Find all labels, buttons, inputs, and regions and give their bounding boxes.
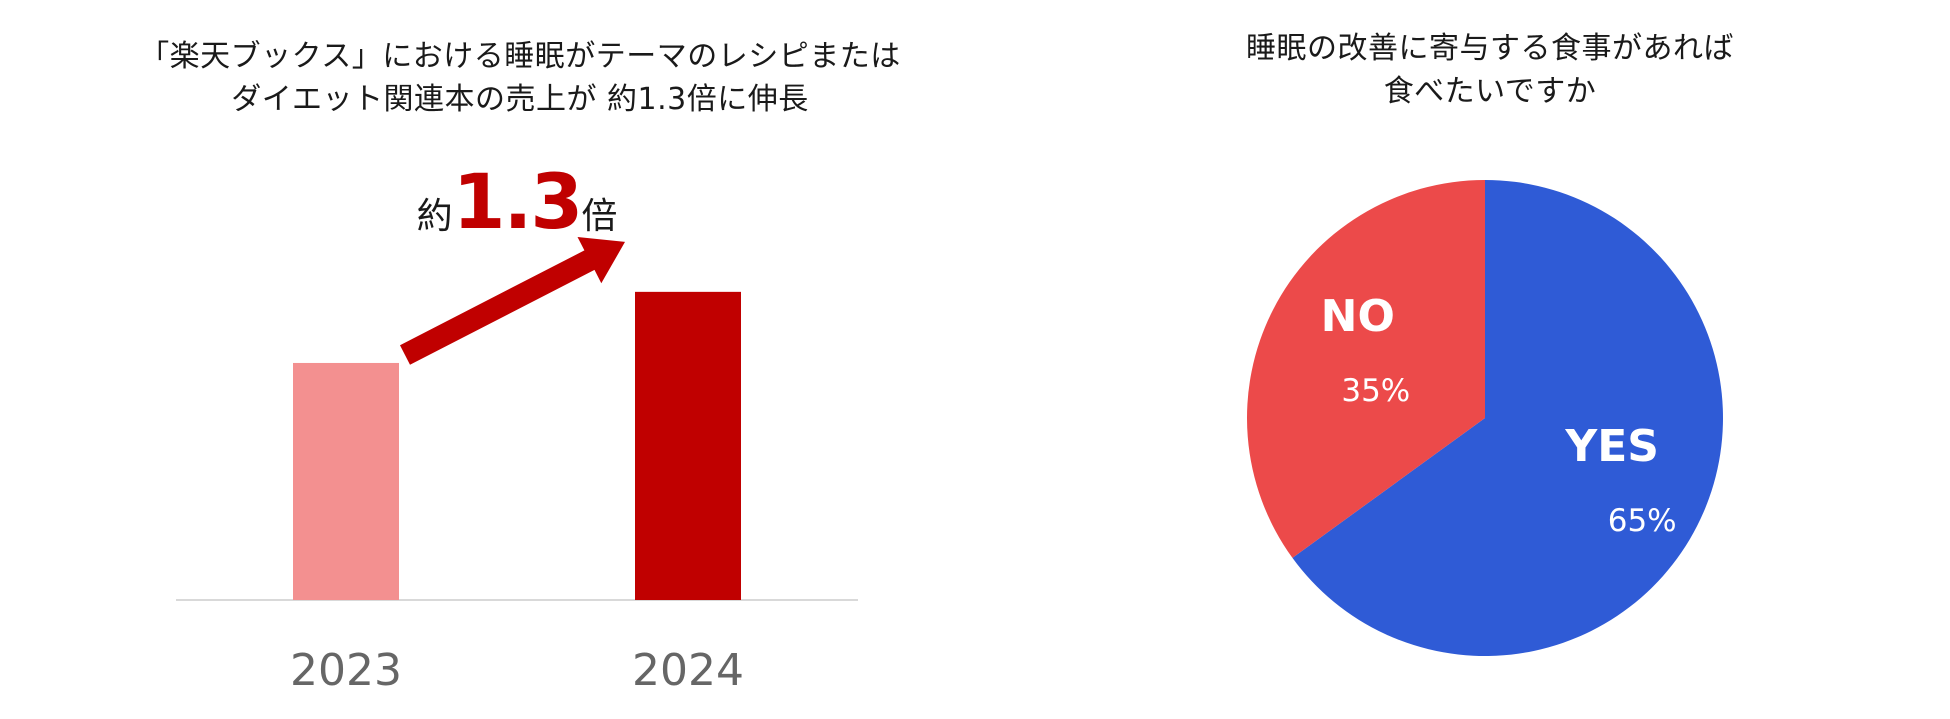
pie-chart-title: 睡眠の改善に寄与する食事があれば 食べたいですか (1180, 28, 1800, 113)
pie-chart-svg: YES 65% NO 35% (1246, 180, 1723, 656)
x-tick-label-2024: 2024 (632, 645, 744, 696)
pie-chart-title-line-2: 食べたいですか (1383, 73, 1597, 109)
pie-slice-yes (1292, 180, 1723, 656)
bar-chart-panel: 「楽天ブックス」における睡眠がテーマのレシピまたは ダイエット関連本の売上が 約… (60, 36, 980, 696)
x-tick-label-2023: 2023 (290, 645, 402, 696)
bar-chart-svg: 2023 2024 約1.3倍 (176, 157, 858, 696)
bar-chart-title-line-1: 「楽天ブックス」における睡眠がテーマのレシピまたは (139, 39, 901, 74)
pie-slice-value-yes: 65% (1608, 503, 1677, 539)
bar-2023 (293, 362, 399, 600)
bar-2024 (635, 291, 741, 600)
growth-annotation: 約1.3倍 (417, 157, 618, 246)
growth-annotation-suffix: 倍 (581, 196, 617, 237)
growth-arrow-icon (400, 237, 625, 365)
bar-chart-title-line-2: ダイエット関連本の売上が 約1.3倍に伸長 (231, 81, 809, 117)
pie-chart-title-line-1: 睡眠の改善に寄与する食事があれば (1246, 31, 1734, 66)
bar-chart-title: 「楽天ブックス」における睡眠がテーマのレシピまたは ダイエット関連本の売上が 約… (60, 36, 980, 121)
pie-slice-no (1246, 180, 1485, 558)
growth-annotation-value: 1.3 (453, 157, 582, 246)
growth-annotation-prefix: 約 (417, 196, 453, 237)
pie-chart-panel: 睡眠の改善に寄与する食事があれば 食べたいですか YES 65% NO 35% (1000, 0, 1950, 719)
pie-slice-value-no: 35% (1341, 373, 1410, 409)
pie-slice-label-no: NO (1321, 291, 1395, 342)
pie-slice-label-yes: YES (1564, 421, 1659, 472)
